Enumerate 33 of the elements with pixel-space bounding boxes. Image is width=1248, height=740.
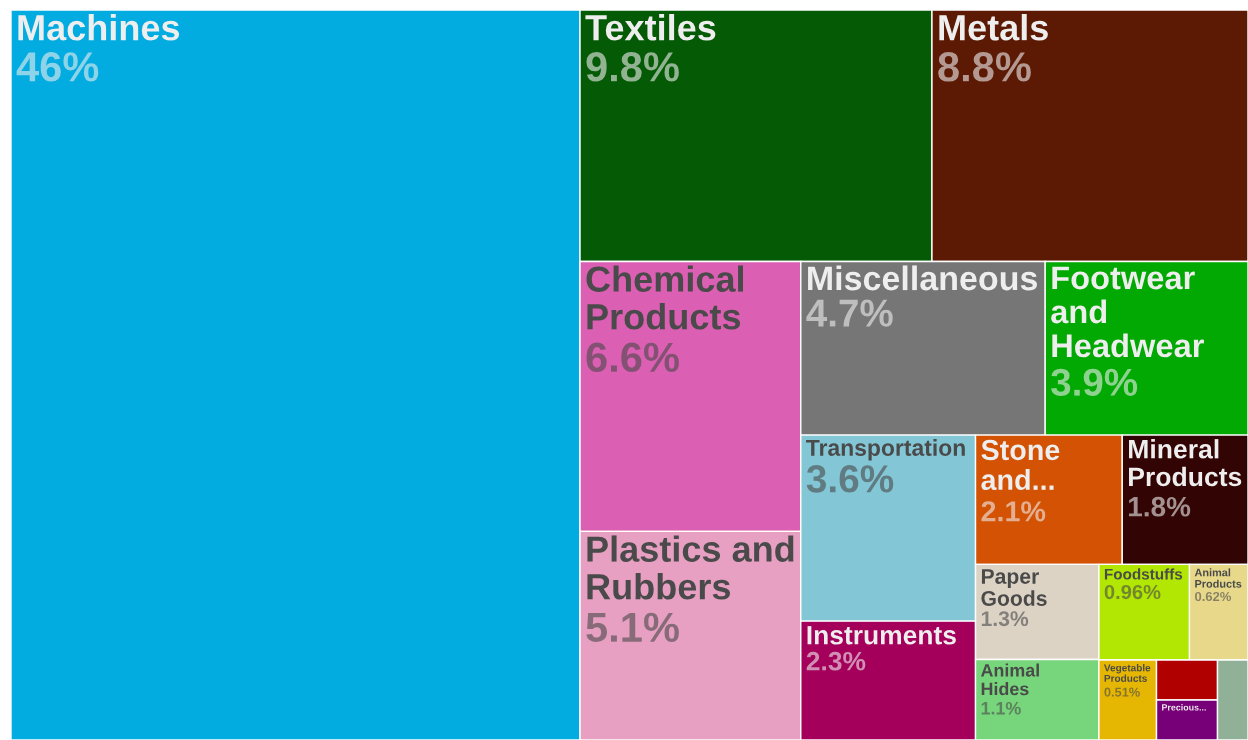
data-label: 1.8% (1129, 496, 1191, 517)
category-label: Paper Goods (981, 569, 1047, 606)
data-label: 9.8% (586, 52, 679, 82)
data-label: 46% (16, 52, 99, 82)
data-label: 2.1% (981, 501, 1046, 522)
data-label: 1.3% (981, 611, 1029, 627)
data-label: 0.62% (1195, 591, 1232, 602)
category-label: Animal Hides (980, 663, 1039, 696)
category-label: Textiles (585, 14, 716, 41)
category-label: Precious... (1162, 704, 1206, 711)
category-label: Vegetable Products (1103, 664, 1151, 682)
data-label: 3.9% (1051, 368, 1138, 397)
data-label: 0.96% (1104, 584, 1161, 600)
category-label: Footwear and Headwear (1051, 266, 1204, 358)
category-label: Foodstuffs (1104, 568, 1183, 580)
data-label: 6.6% (586, 342, 679, 373)
category-label: Chemical Products (586, 265, 744, 330)
category-label: Miscellaneous (808, 265, 1038, 291)
category-label: Stone and... (981, 439, 1060, 491)
category-label: Animal Products (1194, 568, 1242, 588)
category-label: Machines (18, 14, 180, 41)
data-label: 3.6% (806, 465, 894, 493)
data-label: 2.3% (806, 651, 866, 671)
data-label: 5.1% (586, 612, 679, 643)
data-label: 0.51% (1104, 687, 1140, 697)
category-label: Plastics and Rubbers (587, 535, 794, 600)
category-label: Instruments (807, 626, 956, 645)
data-label: 8.8% (938, 52, 1031, 82)
data-label: 1.1% (981, 701, 1021, 715)
category-label: Mineral Products (1129, 439, 1242, 487)
data-label: 4.7% (806, 299, 893, 327)
category-label: Metals (939, 14, 1048, 41)
category-label: Transportation (806, 439, 965, 461)
